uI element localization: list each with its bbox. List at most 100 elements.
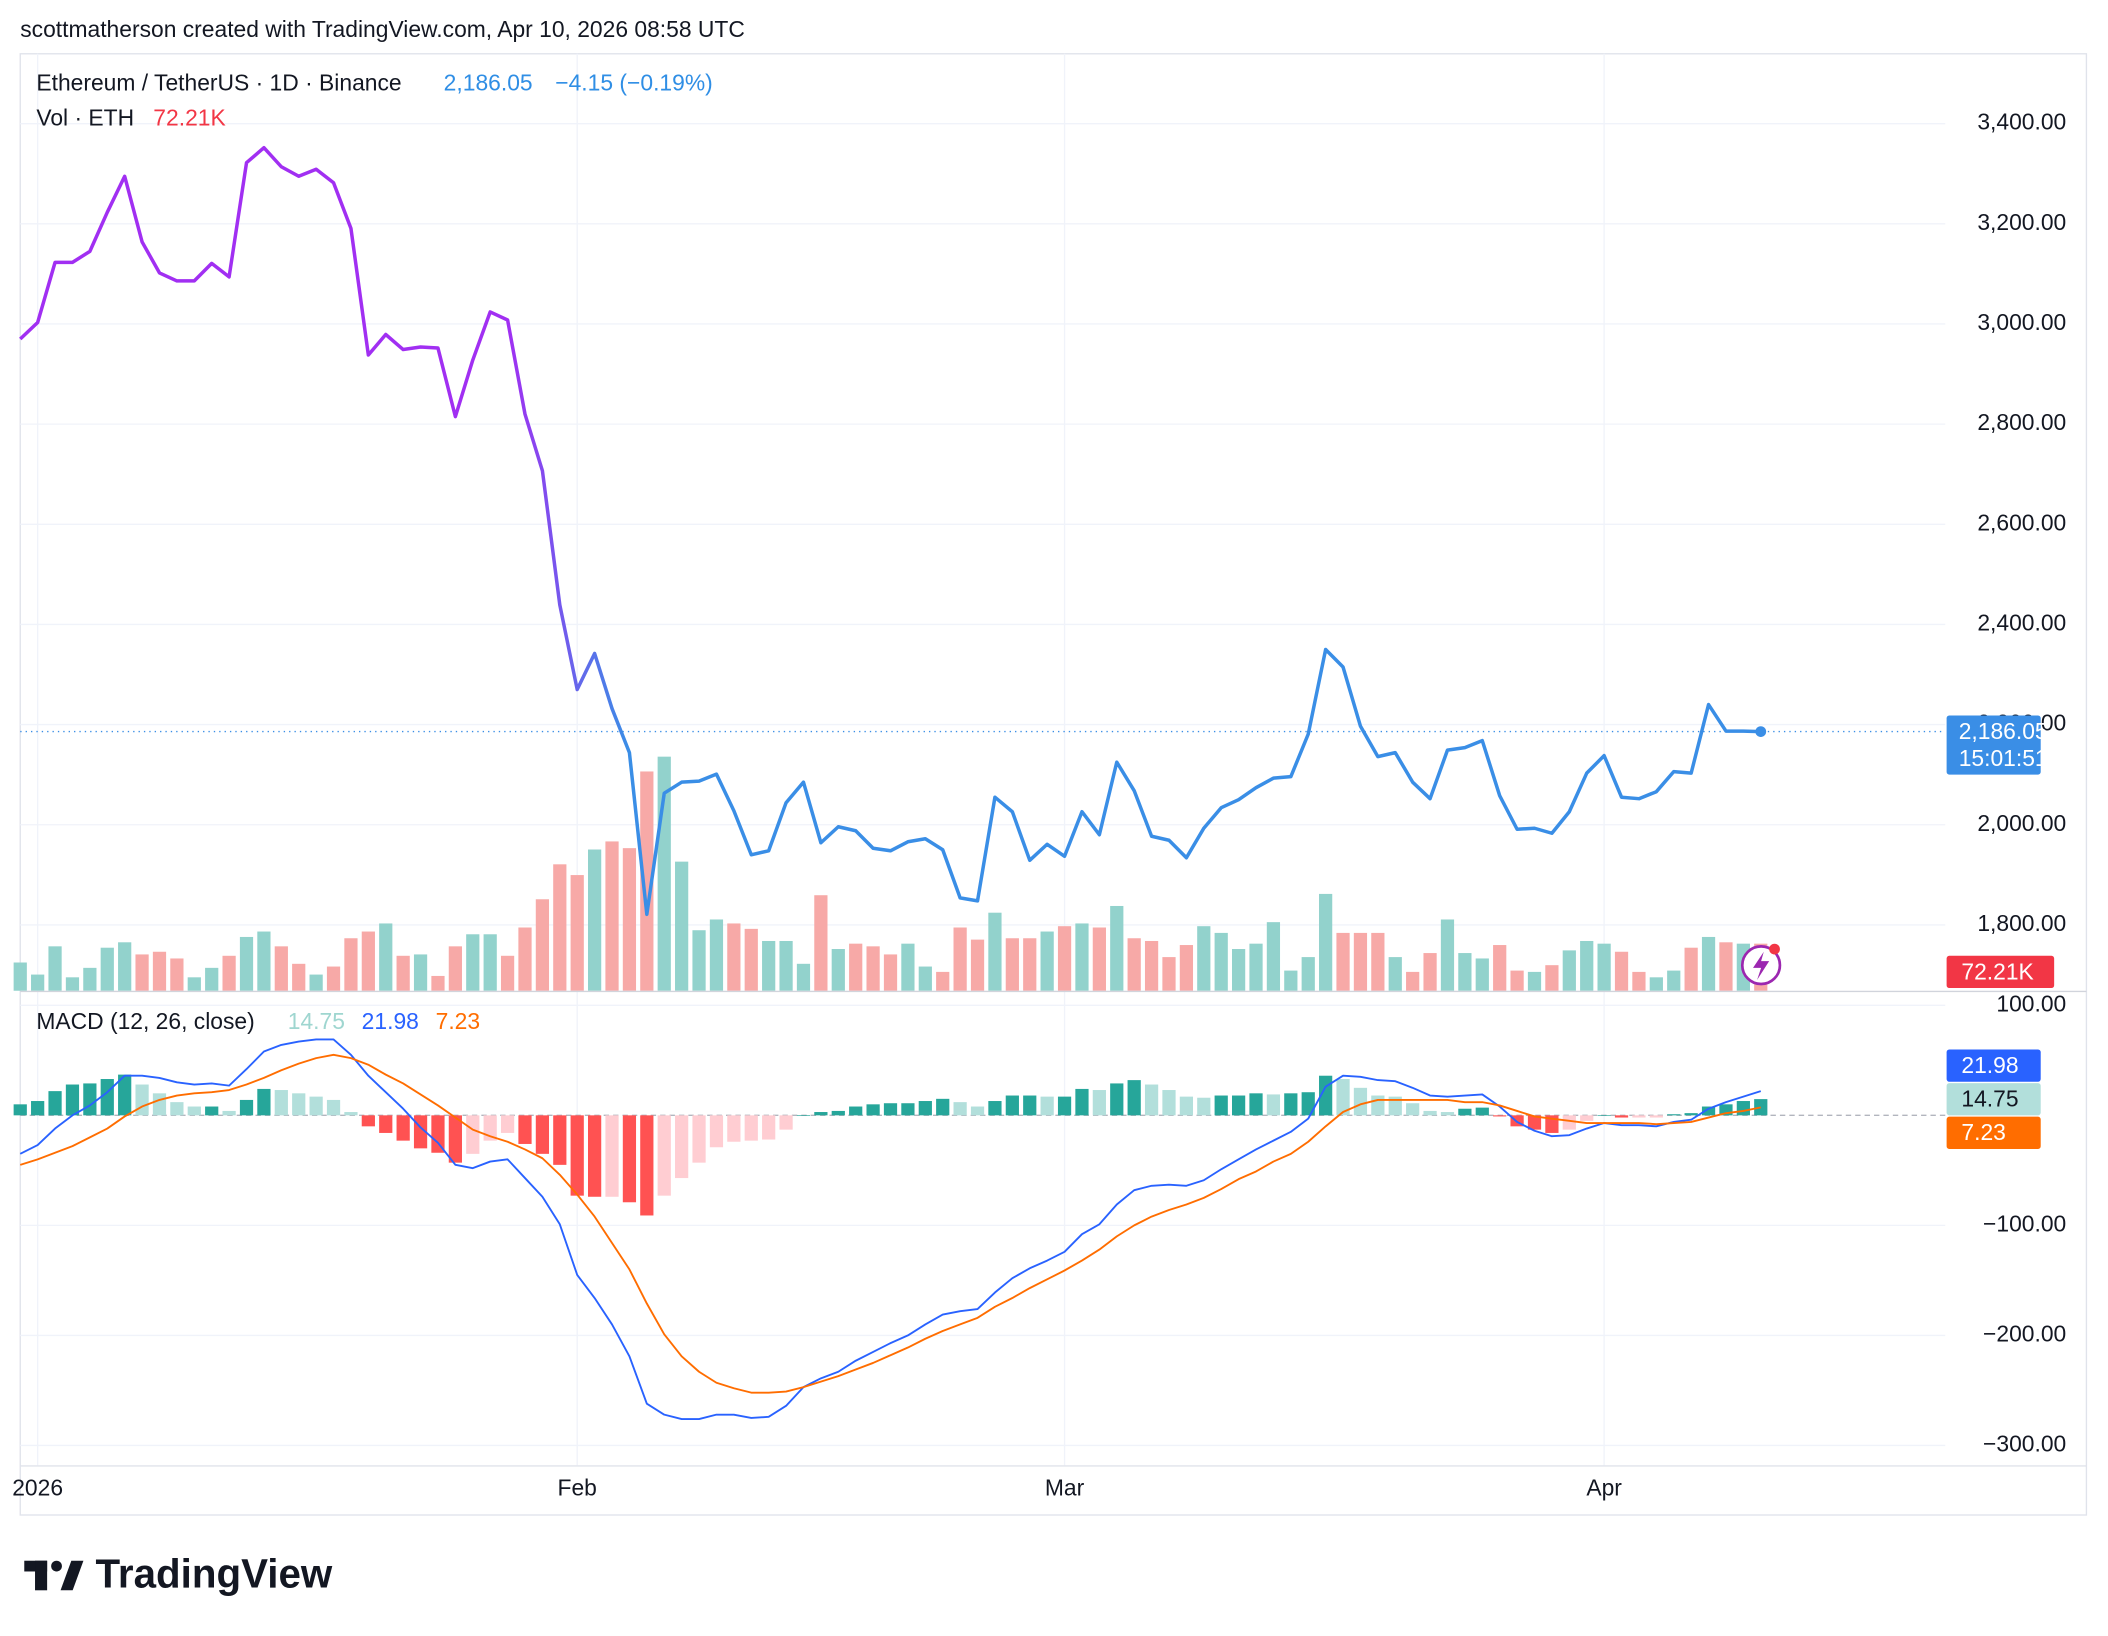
volume-label: 72.21K — [1961, 958, 2033, 984]
alert-icon[interactable] — [1740, 943, 1782, 986]
volume-bar — [1127, 938, 1141, 991]
histogram-bar — [953, 1102, 967, 1116]
histogram-bar — [1719, 1104, 1733, 1116]
histogram-bar — [135, 1084, 149, 1116]
line — [19, 1038, 1762, 1420]
volume-bar — [1075, 923, 1089, 991]
y-tick-label: 3,200.00 — [1977, 209, 2066, 235]
volume-bar — [1144, 940, 1159, 991]
histogram-bar — [675, 1115, 689, 1179]
histogram-bar — [849, 1106, 863, 1116]
volume-bar — [1701, 936, 1716, 991]
y-tick-label: 2,000.00 — [1977, 810, 2066, 836]
histogram-bar — [292, 1093, 306, 1116]
volume-bar — [100, 947, 114, 991]
y-tick-label: −300.00 — [1983, 1430, 2066, 1456]
histogram-bar — [1266, 1094, 1281, 1116]
volume-bar — [1231, 949, 1246, 991]
histogram-bar — [1475, 1107, 1489, 1116]
volume-bar — [1510, 970, 1524, 991]
volume-bar — [866, 946, 880, 991]
histogram-bar — [361, 1115, 375, 1127]
last-point — [1755, 726, 1767, 737]
volume-bar — [1319, 893, 1333, 991]
volume-bar — [553, 864, 567, 991]
volume-bar — [1632, 971, 1646, 991]
histogram-bar — [1754, 1099, 1768, 1116]
y-tick-label: 3,000.00 — [1977, 309, 2066, 335]
histogram-bar — [1562, 1115, 1576, 1130]
volume-bar — [1719, 942, 1733, 991]
histogram-bar — [970, 1106, 985, 1116]
histogram-bar — [866, 1104, 880, 1116]
histogram-bar — [13, 1104, 27, 1116]
volume-bar — [622, 848, 637, 991]
volume-bar — [988, 912, 1002, 991]
volume-bar — [361, 931, 375, 991]
volume-bar — [1597, 943, 1611, 991]
histogram-bar — [570, 1115, 584, 1196]
logo: TradingView — [24, 1551, 333, 1597]
volume-bar — [31, 974, 45, 991]
histogram-bar — [396, 1115, 410, 1141]
histogram-bar — [1110, 1083, 1124, 1116]
legend-histogram: 14.75 — [288, 1008, 345, 1034]
volume-bar — [48, 946, 62, 991]
volume-bar — [1406, 971, 1420, 991]
volume-bar — [65, 977, 80, 991]
volume-bar — [1684, 947, 1698, 991]
volume-bar — [518, 927, 532, 991]
histogram-bar — [1440, 1112, 1455, 1116]
volume-bar — [1092, 927, 1106, 991]
countdown-label: 15:01:51 — [1959, 745, 2048, 771]
histogram-bar — [83, 1083, 97, 1116]
histogram-bar — [744, 1115, 758, 1141]
histogram-bar — [1197, 1097, 1211, 1116]
volume-bar — [570, 875, 584, 991]
volume-bar — [953, 927, 967, 991]
volume-bar — [1197, 926, 1211, 991]
indicator-label-box — [1946, 1116, 2041, 1149]
logo-mark — [60, 1560, 84, 1591]
volume-bar — [187, 977, 201, 991]
volume-bar — [605, 841, 619, 991]
histogram-bar — [239, 1099, 254, 1116]
volume-bar — [883, 954, 898, 991]
histogram-bar — [466, 1115, 480, 1154]
volume-bar — [83, 967, 97, 991]
volume-bar — [727, 923, 741, 991]
volume-bar — [1353, 932, 1368, 991]
histogram-bar — [170, 1102, 184, 1116]
volume-bar — [1023, 938, 1037, 991]
histogram-bar — [1580, 1115, 1594, 1121]
volume-bar — [1614, 951, 1629, 991]
chart-frame — [19, 53, 2088, 1516]
indicator-label: 7.23 — [1961, 1119, 2005, 1145]
volume-bar — [1371, 932, 1385, 991]
volume-bar — [675, 861, 689, 991]
histogram-bar — [1127, 1080, 1141, 1116]
volume-bar — [1110, 905, 1124, 991]
volume-bar — [222, 955, 236, 991]
histogram-bar — [814, 1112, 828, 1116]
x-tick-label: Mar — [1045, 1475, 1085, 1501]
legend-volume: 72.21K — [153, 105, 225, 131]
histogram-bar — [1614, 1115, 1629, 1118]
histogram-bar — [1388, 1096, 1402, 1116]
symbol-title: Ethereum / TetherUS · 1D · Binance — [36, 70, 401, 96]
histogram-bar — [1231, 1095, 1246, 1116]
histogram-bar — [257, 1088, 271, 1116]
volume-bar — [292, 963, 306, 991]
indicator-label-box — [1946, 1049, 2041, 1082]
histogram-bar — [1179, 1096, 1194, 1116]
histogram-bar — [1527, 1115, 1542, 1130]
histogram-bar — [709, 1115, 724, 1148]
volume-bar — [849, 943, 863, 991]
volume-bar — [1301, 957, 1315, 991]
histogram-bar — [118, 1074, 132, 1116]
volume-bar — [1493, 945, 1507, 991]
logo-text: TradingView — [96, 1551, 333, 1597]
attribution: scottmatherson created with TradingView.… — [20, 16, 745, 42]
histogram-bar — [274, 1090, 288, 1116]
